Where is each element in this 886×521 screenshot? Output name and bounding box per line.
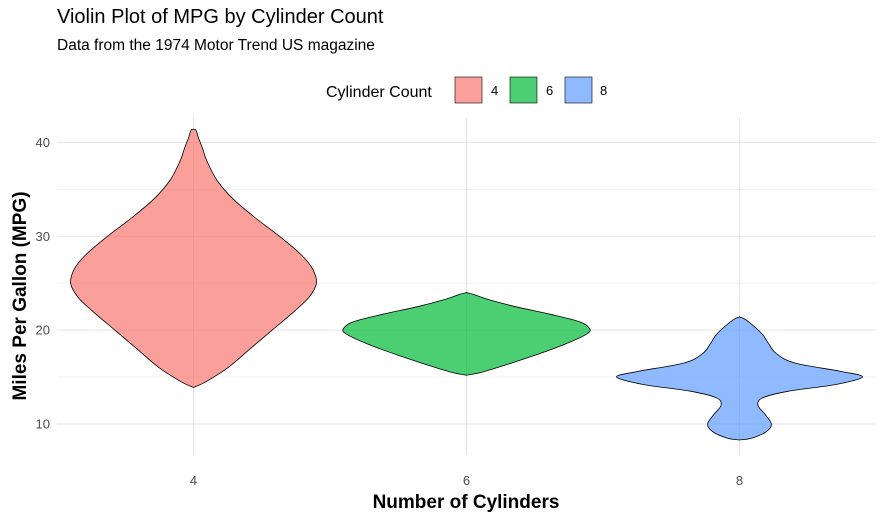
y-tick-label: 30 xyxy=(36,229,50,244)
y-tick-label: 40 xyxy=(36,135,50,150)
axis-ticks: 10 20 30 40 4 6 8 xyxy=(36,135,744,488)
violins xyxy=(70,128,863,441)
chart-subtitle: Data from the 1974 Motor Trend US magazi… xyxy=(57,37,375,54)
x-tick-label: 6 xyxy=(463,473,470,488)
legend-label-4: 4 xyxy=(491,83,498,98)
legend-label-6: 6 xyxy=(546,83,553,98)
violin-4 xyxy=(70,128,317,388)
violin-8 xyxy=(616,316,863,441)
legend-swatch-6 xyxy=(509,76,538,104)
x-axis-title: Number of Cylinders xyxy=(373,492,560,513)
legend-swatch-8 xyxy=(564,76,593,104)
legend-title: Cylinder Count xyxy=(326,84,432,101)
legend-swatch-4 xyxy=(454,76,483,104)
y-tick-label: 10 xyxy=(36,417,50,432)
chart-title: Violin Plot of MPG by Cylinder Count xyxy=(57,6,384,28)
legend: Cylinder Count 4 6 8 xyxy=(326,76,607,104)
x-tick-label: 4 xyxy=(190,473,197,488)
y-tick-label: 20 xyxy=(36,323,50,338)
violin-6 xyxy=(342,291,591,376)
legend-label-8: 8 xyxy=(600,83,607,98)
y-axis-title: Miles Per Gallon (MPG) xyxy=(10,191,31,400)
x-tick-label: 8 xyxy=(736,473,743,488)
